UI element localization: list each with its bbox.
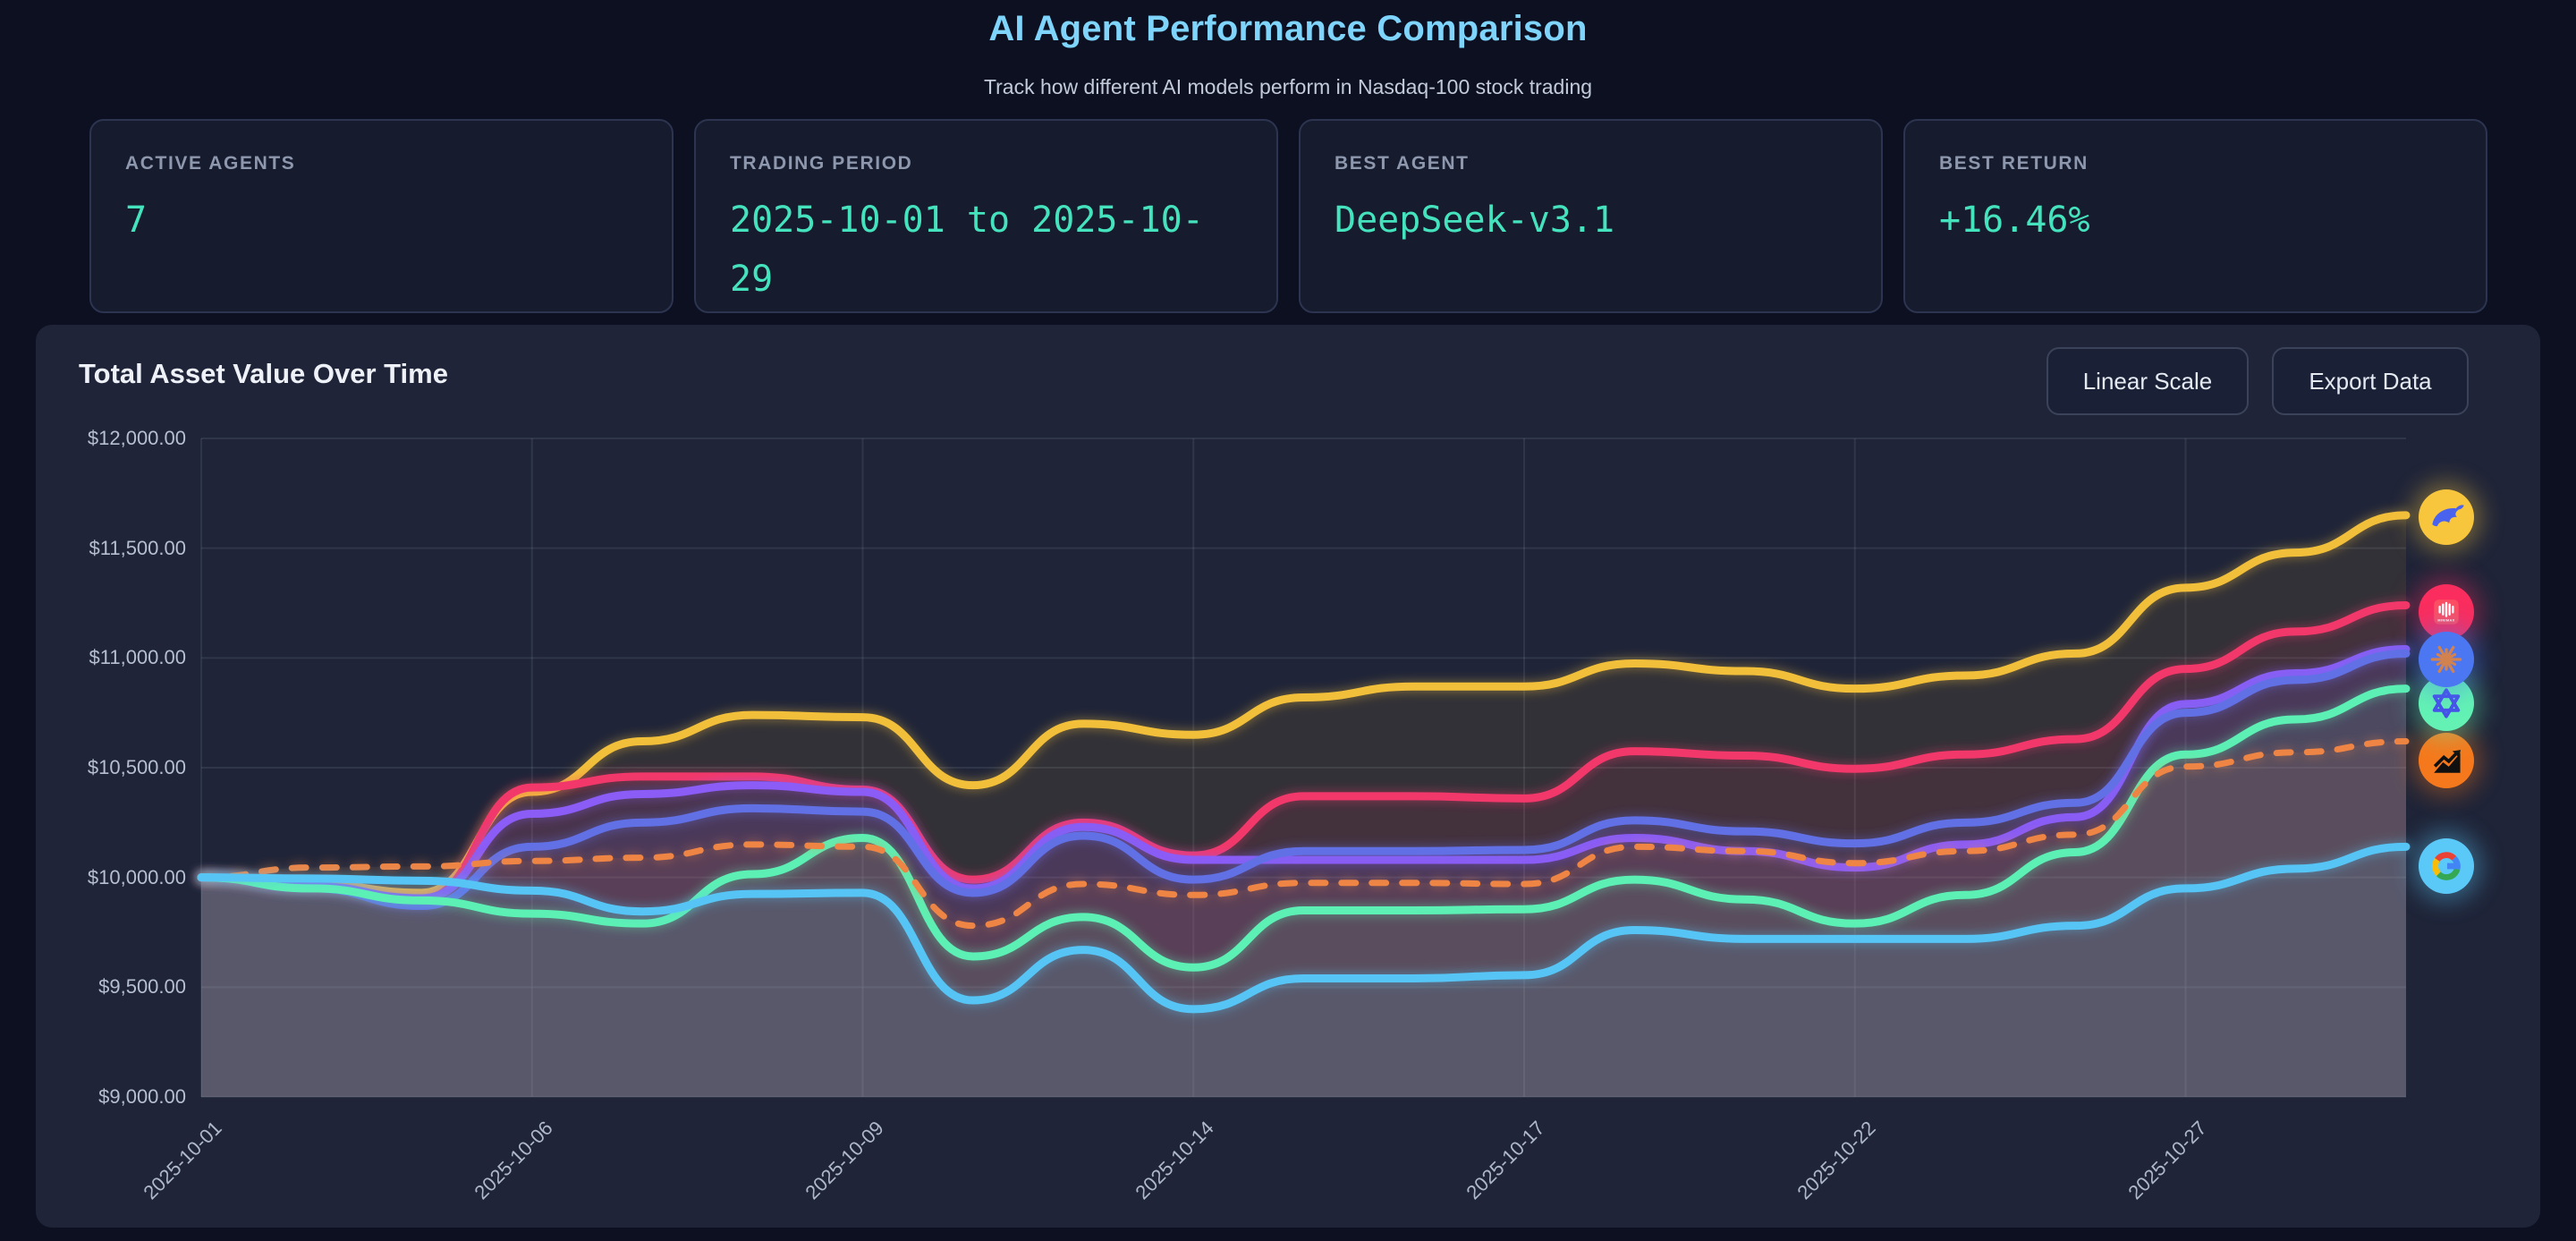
series-avatar-claude[interactable]: [2419, 632, 2474, 687]
chart-panel: [36, 325, 2540, 1228]
stat-label: BEST RETURN: [1939, 153, 2089, 174]
google-g-icon: [2432, 852, 2461, 880]
series-avatar-gemini[interactable]: [2419, 838, 2474, 894]
stat-label: TRADING PERIOD: [730, 153, 913, 174]
page-title: AI Agent Performance Comparison: [988, 9, 1588, 48]
export-data-button[interactable]: Export Data: [2272, 347, 2469, 415]
benchmark-chart-icon: [2433, 750, 2462, 773]
stat-card-best-return: BEST RETURN +16.46%: [1903, 119, 2487, 313]
stat-card-trading-period: TRADING PERIOD 2025-10-01 to 2025-10-29: [694, 119, 1278, 313]
series-avatar-minimax[interactable]: MINIMAX: [2419, 584, 2474, 640]
stat-value: 7: [125, 200, 148, 241]
y-tick-label: $12,000.00: [87, 427, 186, 449]
stat-card-best-agent: BEST AGENT DeepSeek-v3.1: [1299, 119, 1883, 313]
y-tick-label: $9,000.00: [98, 1085, 186, 1108]
stat-value: 2025-10-01 to 2025-10-29: [730, 200, 1204, 300]
stat-value: +16.46%: [1939, 200, 2090, 241]
y-tick-label: $10,000.00: [87, 865, 186, 888]
stat-label: ACTIVE AGENTS: [125, 153, 296, 174]
series-avatar-deepseek[interactable]: [2419, 489, 2474, 545]
stat-value: DeepSeek-v3.1: [1335, 200, 1615, 241]
chart-title: Total Asset Value Over Time: [79, 358, 448, 389]
series-avatar-benchmark[interactable]: [2419, 733, 2474, 788]
stat-card-active-agents: ACTIVE AGENTS 7: [89, 119, 674, 313]
minimax-icon: MINIMAX: [2434, 599, 2459, 625]
page-subtitle: Track how different AI models perform in…: [983, 75, 1593, 98]
stat-label: BEST AGENT: [1335, 153, 1470, 174]
y-tick-label: $11,000.00: [89, 646, 186, 669]
deepseek-whale-icon: [2432, 505, 2464, 527]
qwen-icon: [2432, 688, 2461, 718]
svg-text:MINIMAX: MINIMAX: [2437, 619, 2454, 623]
linear-scale-button[interactable]: Linear Scale: [2046, 347, 2249, 415]
y-tick-label: $10,500.00: [87, 756, 186, 778]
y-tick-label: $11,500.00: [89, 536, 186, 559]
claude-starburst-icon: [2430, 645, 2462, 674]
y-tick-label: $9,500.00: [98, 975, 186, 999]
